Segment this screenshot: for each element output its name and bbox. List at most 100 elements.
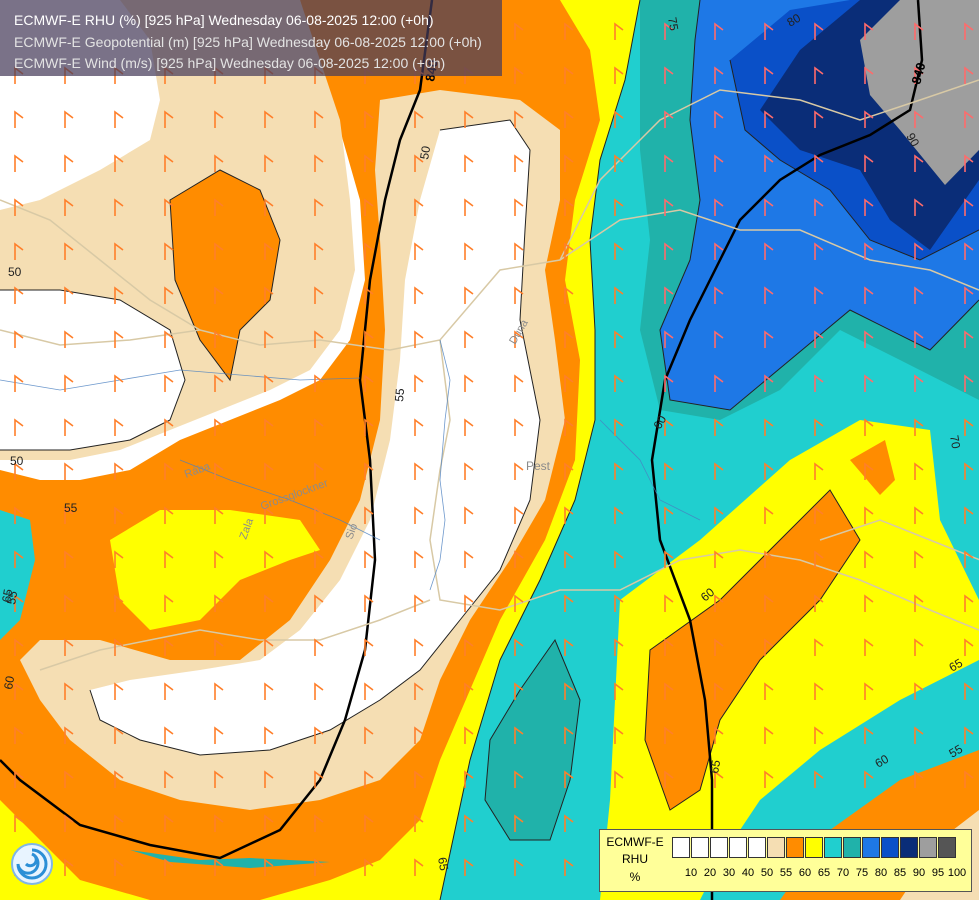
wind-barb bbox=[964, 418, 974, 436]
wind-barb bbox=[464, 462, 474, 480]
wind-barb bbox=[714, 110, 724, 128]
wind-barb bbox=[214, 594, 224, 612]
legend-tick: 40 bbox=[741, 867, 755, 879]
wind-barb bbox=[864, 638, 874, 656]
wind-barb bbox=[414, 858, 424, 876]
contour-label: 75 bbox=[665, 16, 681, 32]
legend-swatch bbox=[767, 837, 785, 858]
wind-barb bbox=[214, 418, 224, 436]
wind-barb bbox=[764, 330, 774, 348]
wind-barb bbox=[114, 682, 124, 700]
wind-barb bbox=[964, 550, 974, 568]
title-rhu: ECMWF-E RHU (%) [925 hPa] Wednesday 06-0… bbox=[14, 12, 434, 28]
wind-barb bbox=[764, 726, 774, 744]
wind-barb bbox=[964, 726, 974, 744]
wind-barb bbox=[164, 594, 174, 612]
wind-barb bbox=[864, 594, 874, 612]
wind-barb bbox=[814, 198, 824, 216]
wind-barb bbox=[864, 198, 874, 216]
wind-barb bbox=[464, 858, 474, 876]
wind-barb bbox=[914, 242, 924, 260]
wind-barb bbox=[164, 462, 174, 480]
wind-barb bbox=[464, 594, 474, 612]
wind-barb bbox=[664, 198, 674, 216]
wind-barb bbox=[514, 330, 524, 348]
wind-barb bbox=[114, 858, 124, 876]
wind-barb bbox=[614, 550, 624, 568]
wind-barb bbox=[14, 418, 24, 436]
legend-tick: 10 bbox=[684, 867, 698, 879]
wind-barb bbox=[264, 770, 274, 788]
wind-barb bbox=[914, 330, 924, 348]
wind-barb bbox=[514, 374, 524, 392]
wind-barb bbox=[214, 550, 224, 568]
wind-barb bbox=[364, 506, 374, 524]
rhu-area-60-west-lobe bbox=[170, 170, 280, 380]
contour-label: 80 bbox=[785, 11, 804, 30]
wind-barb bbox=[414, 462, 424, 480]
wind-barb bbox=[114, 594, 124, 612]
wind-barb bbox=[64, 726, 74, 744]
wind-barb bbox=[964, 198, 974, 216]
wind-barb bbox=[614, 198, 624, 216]
wind-barb bbox=[164, 550, 174, 568]
wind-barb bbox=[264, 110, 274, 128]
contour-label: 50 bbox=[417, 145, 433, 161]
wind-barb bbox=[314, 462, 324, 480]
wind-barb bbox=[664, 154, 674, 172]
wind-barb bbox=[714, 154, 724, 172]
wind-barb bbox=[14, 726, 24, 744]
wind-barb bbox=[364, 550, 374, 568]
wind-barb bbox=[564, 638, 574, 656]
wind-barb bbox=[814, 154, 824, 172]
wind-barb bbox=[64, 770, 74, 788]
wind-barb bbox=[414, 594, 424, 612]
wind-barb bbox=[514, 66, 524, 84]
wind-barb bbox=[814, 506, 824, 524]
wind-barb bbox=[364, 682, 374, 700]
wind-barb bbox=[714, 66, 724, 84]
wind-barb bbox=[964, 682, 974, 700]
wind-barb bbox=[664, 726, 674, 744]
contour-label: 70 bbox=[947, 434, 963, 450]
wind-barb bbox=[814, 242, 824, 260]
wind-barb bbox=[64, 286, 74, 304]
wind-barb bbox=[14, 330, 24, 348]
wind-barb bbox=[514, 198, 524, 216]
wind-barb bbox=[114, 242, 124, 260]
wind-barb bbox=[664, 638, 674, 656]
wind-barb bbox=[614, 374, 624, 392]
legend-swatch bbox=[710, 837, 728, 858]
rhu-area-75-south bbox=[485, 640, 580, 840]
legend-swatch bbox=[805, 837, 823, 858]
wind-barb bbox=[914, 638, 924, 656]
wind-barb bbox=[364, 242, 374, 260]
wind-barb bbox=[514, 814, 524, 832]
wind-barb bbox=[264, 198, 274, 216]
wind-barb bbox=[914, 682, 924, 700]
legend-title-unit: % bbox=[629, 870, 641, 884]
wind-barb bbox=[314, 770, 324, 788]
wind-barb bbox=[914, 110, 924, 128]
wind-barb bbox=[314, 242, 324, 260]
wind-barb bbox=[414, 242, 424, 260]
wind-barb bbox=[14, 682, 24, 700]
wind-barb bbox=[214, 814, 224, 832]
wind-barb bbox=[214, 638, 224, 656]
wind-barb bbox=[164, 330, 174, 348]
wind-barb bbox=[564, 374, 574, 392]
wind-barb bbox=[564, 814, 574, 832]
rivers bbox=[0, 339, 701, 591]
wind-barb bbox=[314, 814, 324, 832]
wind-barb bbox=[464, 418, 474, 436]
geopotential-label: 840 bbox=[908, 61, 928, 86]
ecmwf-logo-icon bbox=[11, 843, 53, 885]
wind-barb bbox=[864, 770, 874, 788]
legend-swatch bbox=[938, 837, 956, 858]
wind-barb bbox=[164, 682, 174, 700]
wind-barb bbox=[164, 198, 174, 216]
rhu-area-50-west bbox=[0, 290, 185, 450]
wind-barb bbox=[314, 594, 324, 612]
wind-barb bbox=[864, 110, 874, 128]
